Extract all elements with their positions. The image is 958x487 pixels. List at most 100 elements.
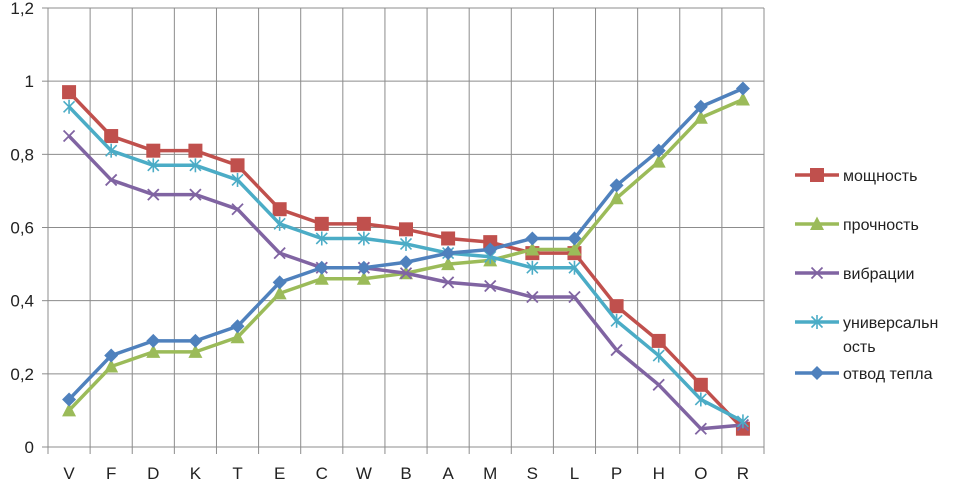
- x-tick-label: P: [611, 464, 622, 483]
- legend-item: универсальн ость: [795, 315, 938, 356]
- data-point: [693, 377, 708, 392]
- data-point: [104, 348, 119, 363]
- data-point: [441, 231, 456, 246]
- data-point: [399, 267, 413, 280]
- x-tick-label: S: [527, 464, 538, 483]
- legend-marker: [810, 315, 824, 329]
- data-point: [189, 188, 202, 201]
- data-point: [189, 158, 202, 173]
- data-point: [105, 143, 118, 158]
- data-point: [146, 344, 161, 358]
- x-tick-label: R: [737, 464, 749, 483]
- data-point: [273, 246, 286, 260]
- x-tick-label: T: [232, 464, 242, 483]
- data-point: [272, 275, 287, 290]
- data-point: [356, 271, 371, 285]
- x-marker-stroke: [273, 246, 286, 260]
- y-tick-label: 0,2: [10, 365, 34, 384]
- data-point: [693, 99, 708, 114]
- data-point: [568, 260, 581, 275]
- x-marker-stroke: [568, 290, 581, 304]
- data-point: [609, 299, 624, 314]
- legend: мощность прочность вибрации универсальн ость…: [795, 168, 938, 383]
- series-универсальность: [62, 99, 750, 429]
- data-point: [735, 81, 750, 96]
- legend-label: прочность: [843, 217, 919, 234]
- x-marker-stroke: [231, 203, 244, 216]
- legend-item: мощность: [795, 168, 917, 185]
- data-point: [188, 333, 203, 348]
- data-point: [399, 255, 413, 270]
- x-marker-stroke: [147, 188, 160, 201]
- legend-item: отвод тепла: [795, 366, 933, 383]
- axes: [42, 7, 764, 448]
- data-point: [230, 319, 245, 334]
- data-point: [62, 99, 76, 114]
- y-tick-label: 1: [25, 72, 34, 91]
- data-point: [105, 173, 118, 187]
- y-tick-label: 0,8: [10, 145, 34, 164]
- x-tick-label: K: [190, 464, 202, 483]
- legend-label: мощность: [843, 168, 917, 185]
- data-point: [526, 260, 539, 275]
- data-point: [147, 188, 160, 201]
- x-marker-stroke: [62, 129, 76, 143]
- data-point: [230, 158, 245, 173]
- x-marker-stroke: [610, 343, 623, 357]
- data-point: [568, 290, 581, 304]
- y-tick-label: 1,2: [10, 0, 34, 18]
- data-point: [356, 216, 371, 231]
- data-point: [399, 222, 413, 237]
- data-point: [651, 333, 666, 348]
- data-point: [399, 236, 413, 251]
- series-group: [62, 81, 750, 436]
- data-point: [483, 242, 498, 257]
- data-point: [314, 216, 329, 231]
- data-point: [315, 231, 328, 246]
- y-axis-ticks: 0 0,2 0,4 0,6 0,8 1 1,2: [10, 0, 34, 457]
- data-point: [609, 190, 624, 205]
- y-tick-label: 0,4: [10, 292, 34, 311]
- data-point: [62, 129, 76, 143]
- data-point: [104, 129, 119, 144]
- data-point: [651, 154, 666, 168]
- x-tick-label: W: [356, 464, 372, 483]
- data-point: [272, 202, 287, 217]
- legend-marker: [810, 168, 824, 182]
- x-tick-label: A: [442, 464, 454, 483]
- legend-label: универсальн: [843, 315, 938, 332]
- data-point: [694, 422, 707, 435]
- series-line: [67, 97, 744, 412]
- x-tick-label: B: [400, 464, 411, 483]
- legend-label: вибрации: [843, 266, 914, 283]
- x-marker-stroke: [399, 267, 413, 280]
- x-marker-stroke: [694, 422, 707, 435]
- data-point: [652, 378, 665, 391]
- data-point: [610, 313, 623, 328]
- data-point: [357, 231, 370, 246]
- legend-marker: [810, 216, 824, 230]
- data-point: [314, 271, 329, 285]
- data-point: [272, 285, 287, 300]
- legend-item: прочность: [795, 216, 919, 234]
- x-marker-stroke: [810, 266, 824, 280]
- legend-label: ость: [843, 339, 876, 356]
- data-point: [188, 143, 203, 158]
- x-tick-label: H: [653, 464, 665, 483]
- x-marker-stroke: [652, 378, 665, 391]
- data-point: [610, 343, 623, 357]
- data-point: [567, 231, 582, 246]
- data-point: [314, 260, 329, 275]
- data-point: [62, 392, 77, 407]
- data-point: [652, 348, 665, 363]
- x-marker-stroke: [441, 276, 455, 289]
- data-point: [104, 359, 119, 373]
- data-point: [525, 241, 540, 256]
- legend-label: отвод тепла: [843, 366, 933, 383]
- x-tick-label: V: [63, 464, 75, 483]
- data-point: [62, 402, 77, 417]
- x-tick-label: O: [694, 464, 707, 483]
- data-point: [736, 414, 750, 429]
- data-point: [693, 110, 708, 124]
